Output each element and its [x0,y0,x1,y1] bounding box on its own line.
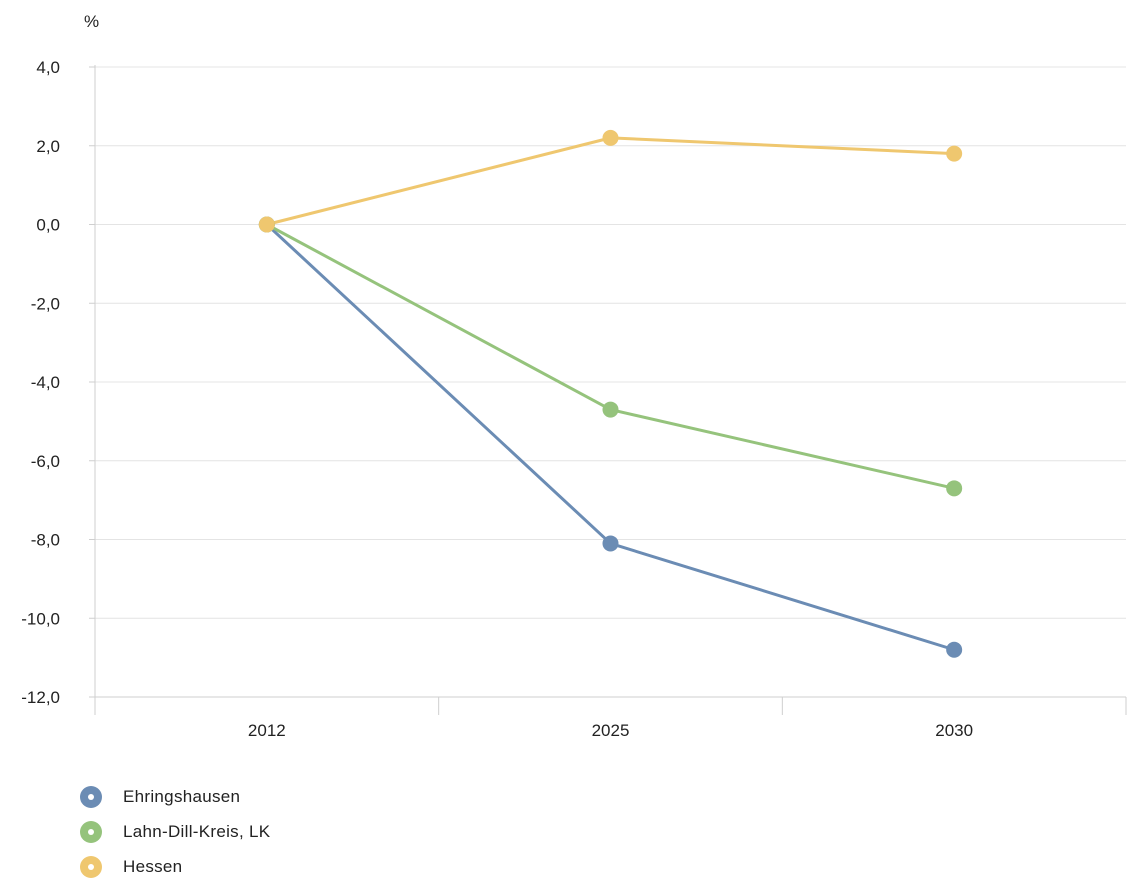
legend-label: Hessen [123,857,183,876]
y-tick-label: 4,0 [36,58,60,77]
legend-item-ehringshausen[interactable]: Ehringshausen [80,784,270,810]
data-point[interactable] [946,480,963,497]
data-point[interactable] [602,535,619,552]
y-tick-label: -2,0 [31,294,60,313]
y-tick-label: 2,0 [36,137,60,156]
x-tick-label: 2030 [935,721,973,740]
y-tick-label: -12,0 [21,688,60,707]
legend-item-lahn-dill-kreis[interactable]: Lahn-Dill-Kreis, LK [80,819,270,845]
x-tick-labels: 2012 2025 2030 [248,721,973,740]
series-line [265,223,955,652]
data-point[interactable] [602,401,619,418]
y-tick-label: -6,0 [31,452,60,471]
y-tick-label: -4,0 [31,373,60,392]
y-tick-label: -8,0 [31,531,60,550]
y-unit-label: % [84,12,99,31]
y-tick-labels: 4,0 2,0 0,0 -2,0 -4,0 -6,0 -8,0 -10,0 -12,0 [21,58,60,707]
y-tick-label: 0,0 [36,216,60,235]
legend-marker-icon [80,821,102,843]
x-tick-label: 2025 [592,721,630,740]
grid-lines [89,66,1127,715]
legend-label: Ehringshausen [123,787,241,806]
series-line [266,223,955,490]
legend-item-hessen[interactable]: Hessen [80,854,270,880]
data-point[interactable] [946,641,963,658]
legend: Ehringshausen Lahn-Dill-Kreis, LK Hessen [80,784,270,889]
axes [94,65,1126,698]
series-lines [265,136,955,652]
y-tick-label: -10,0 [21,609,60,628]
data-point[interactable] [946,145,963,162]
line-chart: % 4,0 2,0 0,0 -2,0 -4,0 -6,0 -8,0 -10,0 -12,0 20… [21,12,1127,740]
legend-label: Lahn-Dill-Kreis, LK [123,822,271,841]
legend-marker-icon [80,786,102,808]
data-point[interactable] [602,129,619,146]
series-points [258,129,963,658]
series-line [266,136,955,226]
data-point[interactable] [258,216,275,233]
x-tick-label: 2012 [248,721,286,740]
legend-marker-icon [80,856,102,878]
